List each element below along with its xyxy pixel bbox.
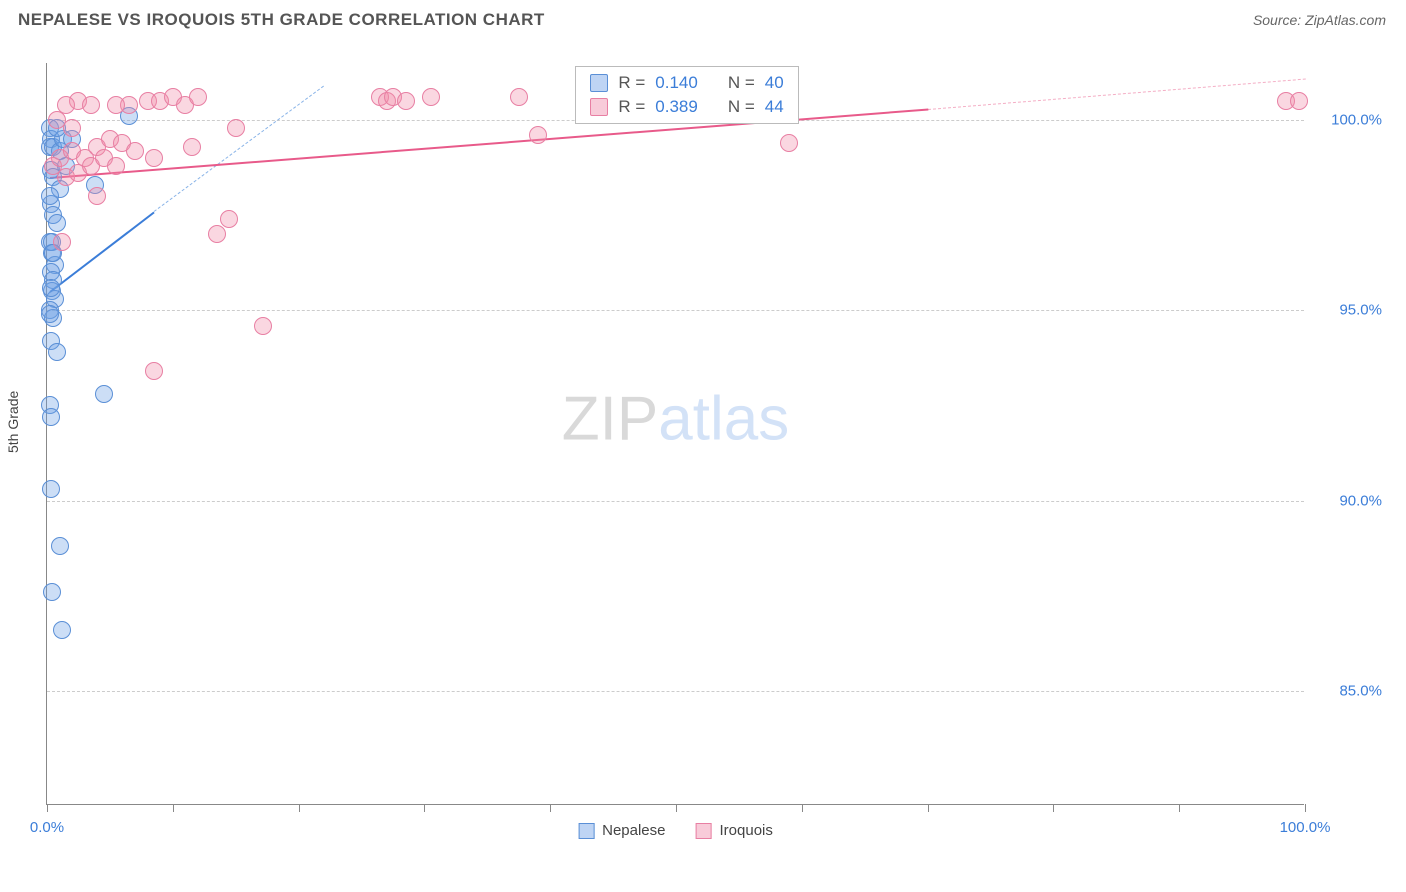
- chart-container: 5th Grade ZIPatlas 85.0%90.0%95.0%100.0%…: [18, 45, 1388, 875]
- legend-swatch: [696, 823, 712, 839]
- data-point: [422, 88, 440, 106]
- data-point: [189, 88, 207, 106]
- data-point: [510, 88, 528, 106]
- data-point: [88, 187, 106, 205]
- stats-legend: R = 0.140 N = 40 R = 0.389 N = 44: [575, 66, 798, 124]
- data-point: [208, 225, 226, 243]
- data-point: [63, 119, 81, 137]
- series-legend-item: Nepalese: [578, 822, 665, 839]
- legend-swatch: [590, 98, 608, 116]
- x-tick: [1305, 804, 1306, 812]
- x-tick: [173, 804, 174, 812]
- x-tick-label: 100.0%: [1280, 819, 1331, 836]
- watermark-zip: ZIP: [562, 384, 658, 453]
- x-tick: [802, 804, 803, 812]
- data-point: [95, 385, 113, 403]
- x-tick: [1053, 804, 1054, 812]
- legend-r-value: 0.140: [655, 73, 698, 93]
- data-point: [397, 92, 415, 110]
- series-legend-label: Iroquois: [720, 822, 773, 839]
- data-point: [48, 214, 66, 232]
- data-point: [220, 210, 238, 228]
- legend-n-label: N =: [728, 97, 755, 117]
- legend-r-label: R =: [618, 97, 645, 117]
- data-point: [51, 537, 69, 555]
- x-tick: [424, 804, 425, 812]
- data-point: [145, 149, 163, 167]
- legend-swatch: [578, 823, 594, 839]
- series-legend-item: Iroquois: [696, 822, 773, 839]
- grid-line: [47, 501, 1304, 502]
- series-legend: Nepalese Iroquois: [578, 822, 773, 839]
- data-point: [145, 362, 163, 380]
- watermark: ZIPatlas: [562, 383, 789, 454]
- data-point: [82, 96, 100, 114]
- data-point: [254, 317, 272, 335]
- legend-r-value: 0.389: [655, 97, 698, 117]
- data-point: [107, 157, 125, 175]
- data-point: [780, 134, 798, 152]
- x-tick: [676, 804, 677, 812]
- chart-header: NEPALESE VS IROQUOIS 5TH GRADE CORRELATI…: [0, 0, 1406, 40]
- data-point: [42, 279, 60, 297]
- x-tick: [47, 804, 48, 812]
- x-tick-label: 0.0%: [30, 819, 64, 836]
- chart-source: Source: ZipAtlas.com: [1253, 12, 1386, 28]
- legend-r-label: R =: [618, 73, 645, 93]
- data-point: [529, 126, 547, 144]
- data-point: [227, 119, 245, 137]
- data-point: [42, 408, 60, 426]
- y-tick-label: 100.0%: [1331, 112, 1382, 129]
- data-point: [183, 138, 201, 156]
- data-point: [43, 583, 61, 601]
- trend-line: [928, 78, 1305, 109]
- x-tick: [1179, 804, 1180, 812]
- x-tick: [550, 804, 551, 812]
- y-axis-label: 5th Grade: [5, 391, 21, 453]
- x-tick: [928, 804, 929, 812]
- data-point: [53, 233, 71, 251]
- y-tick-label: 95.0%: [1339, 302, 1382, 319]
- stats-legend-row: R = 0.389 N = 44: [590, 95, 783, 119]
- legend-n-label: N =: [728, 73, 755, 93]
- plot-area: ZIPatlas 85.0%90.0%95.0%100.0%0.0%100.0%…: [46, 63, 1304, 805]
- data-point: [41, 187, 59, 205]
- grid-line: [47, 310, 1304, 311]
- data-point: [53, 621, 71, 639]
- chart-title: NEPALESE VS IROQUOIS 5TH GRADE CORRELATI…: [18, 10, 545, 30]
- data-point: [42, 480, 60, 498]
- data-point: [126, 142, 144, 160]
- data-point: [41, 305, 59, 323]
- legend-swatch: [590, 74, 608, 92]
- grid-line: [47, 691, 1304, 692]
- data-point: [48, 343, 66, 361]
- y-tick-label: 90.0%: [1339, 492, 1382, 509]
- y-tick-label: 85.0%: [1339, 682, 1382, 699]
- series-legend-label: Nepalese: [602, 822, 665, 839]
- legend-n-value: 40: [765, 73, 784, 93]
- data-point: [1290, 92, 1308, 110]
- x-tick: [299, 804, 300, 812]
- stats-legend-row: R = 0.140 N = 40: [590, 71, 783, 95]
- legend-n-value: 44: [765, 97, 784, 117]
- watermark-atlas: atlas: [658, 384, 789, 453]
- data-point: [107, 96, 125, 114]
